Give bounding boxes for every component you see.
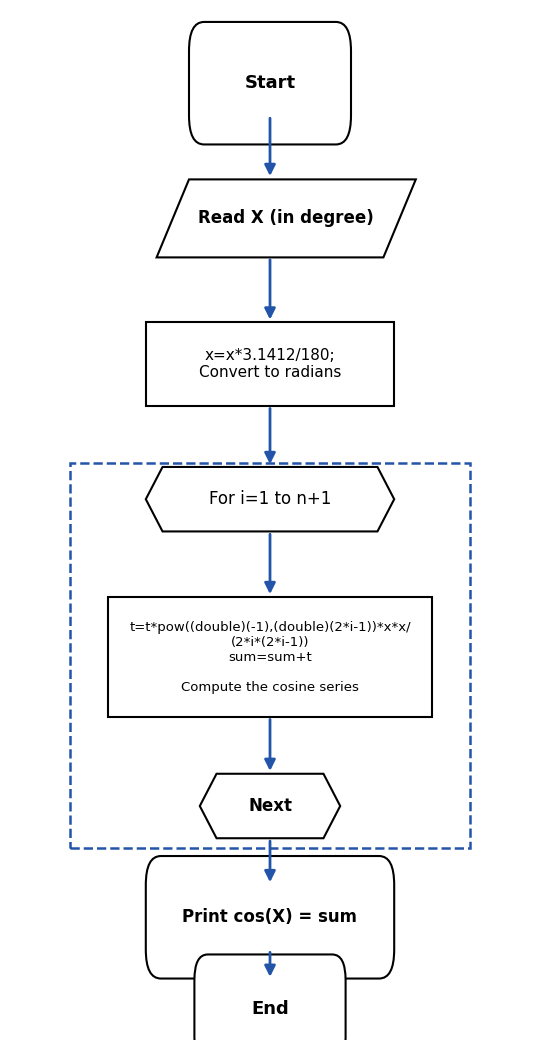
Text: Print cos(X) = sum: Print cos(X) = sum: [183, 908, 357, 927]
Polygon shape: [200, 774, 340, 838]
Bar: [70, 463, 470, 848]
Text: End: End: [251, 999, 289, 1018]
Text: x=x*3.1412/180;
Convert to radians: x=x*3.1412/180; Convert to radians: [199, 347, 341, 381]
Bar: [146, 322, 394, 406]
Polygon shape: [157, 179, 416, 257]
Text: For i=1 to n+1: For i=1 to n+1: [209, 490, 331, 509]
FancyBboxPatch shape: [146, 856, 394, 979]
Text: t=t*pow((double)(-1),(double)(2*i-1))*x*x/
(2*i*(2*i-1))
sum=sum+t

Compute the : t=t*pow((double)(-1),(double)(2*i-1))*x*…: [129, 621, 411, 694]
Bar: [108, 597, 432, 718]
FancyBboxPatch shape: [189, 22, 351, 145]
FancyBboxPatch shape: [194, 955, 346, 1040]
Text: Start: Start: [245, 74, 295, 93]
Polygon shape: [146, 467, 394, 531]
Text: Read X (in degree): Read X (in degree): [198, 209, 374, 228]
Text: Next: Next: [248, 797, 292, 815]
